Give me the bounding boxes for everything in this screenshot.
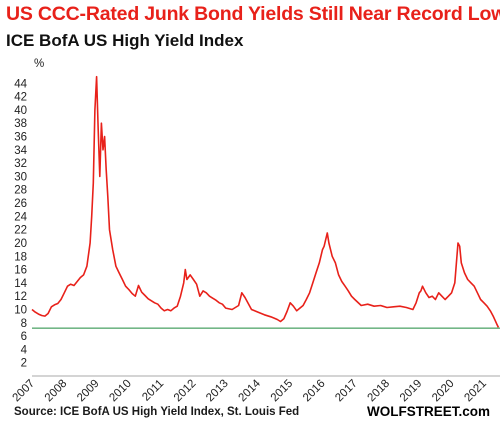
x-axis: 2007 2008 2009 2010 2011 2012 2013 2014 2015 2016… [11,377,489,404]
chart-title: US CCC-Rated Junk Bond Yields Still Near… [6,3,500,25]
y-tick-label: 28 [14,185,27,197]
y-tick-label: 40 [14,105,27,117]
source-note: Source: ICE BofA US High Yield Index, St… [14,406,300,418]
y-tick-label: 14 [14,278,27,290]
x-tick-label: 2021 [462,378,489,405]
y-tick-label: 10 [14,304,27,316]
series-line-ccc-yield [31,75,500,328]
x-tick-label: 2017 [333,378,360,405]
y-tick-label: 44 [14,78,27,90]
x-tick-label: 2018 [366,378,393,405]
x-tick-label: 2020 [430,378,457,405]
y-tick-label: 8 [21,318,27,330]
x-tick-label: 2012 [172,378,199,405]
y-tick-label: 16 [14,265,27,277]
brand-logo-text: WOLFSTREET.com [366,404,490,419]
y-tick-label: 2 [21,358,27,370]
x-tick-label: 2008 [43,378,70,405]
y-tick-label: 18 [14,251,27,263]
y-tick-label: 38 [14,118,27,130]
x-tick-label: 2019 [398,378,425,405]
y-tick-label: 12 [14,291,27,303]
x-tick-label: 2016 [301,378,328,405]
y-tick-label: 22 [14,225,27,237]
y-tick-label: 34 [14,145,27,157]
x-tick-label: 2015 [269,378,296,405]
y-tick-label: 4 [21,344,28,356]
y-tick-label: 36 [14,132,27,144]
y-tick-label: 24 [14,211,27,223]
x-tick-label: 2011 [140,378,166,404]
y-tick-label: 20 [14,238,27,250]
x-tick-label: 2013 [204,378,231,405]
x-tick-label: 2009 [75,378,102,405]
y-tick-label: 30 [14,171,27,183]
y-tick-label: 26 [14,198,27,210]
y-axis-label: % [34,58,44,70]
y-tick-label: 6 [21,331,27,343]
x-tick-label: 2010 [107,378,134,405]
y-tick-label: 32 [14,158,27,170]
x-tick-label: 2014 [236,377,263,404]
y-tick-label: 42 [14,92,27,104]
chart-subtitle: ICE BofA US High Yield Index [6,31,244,50]
x-tick-label: 2007 [11,378,38,405]
